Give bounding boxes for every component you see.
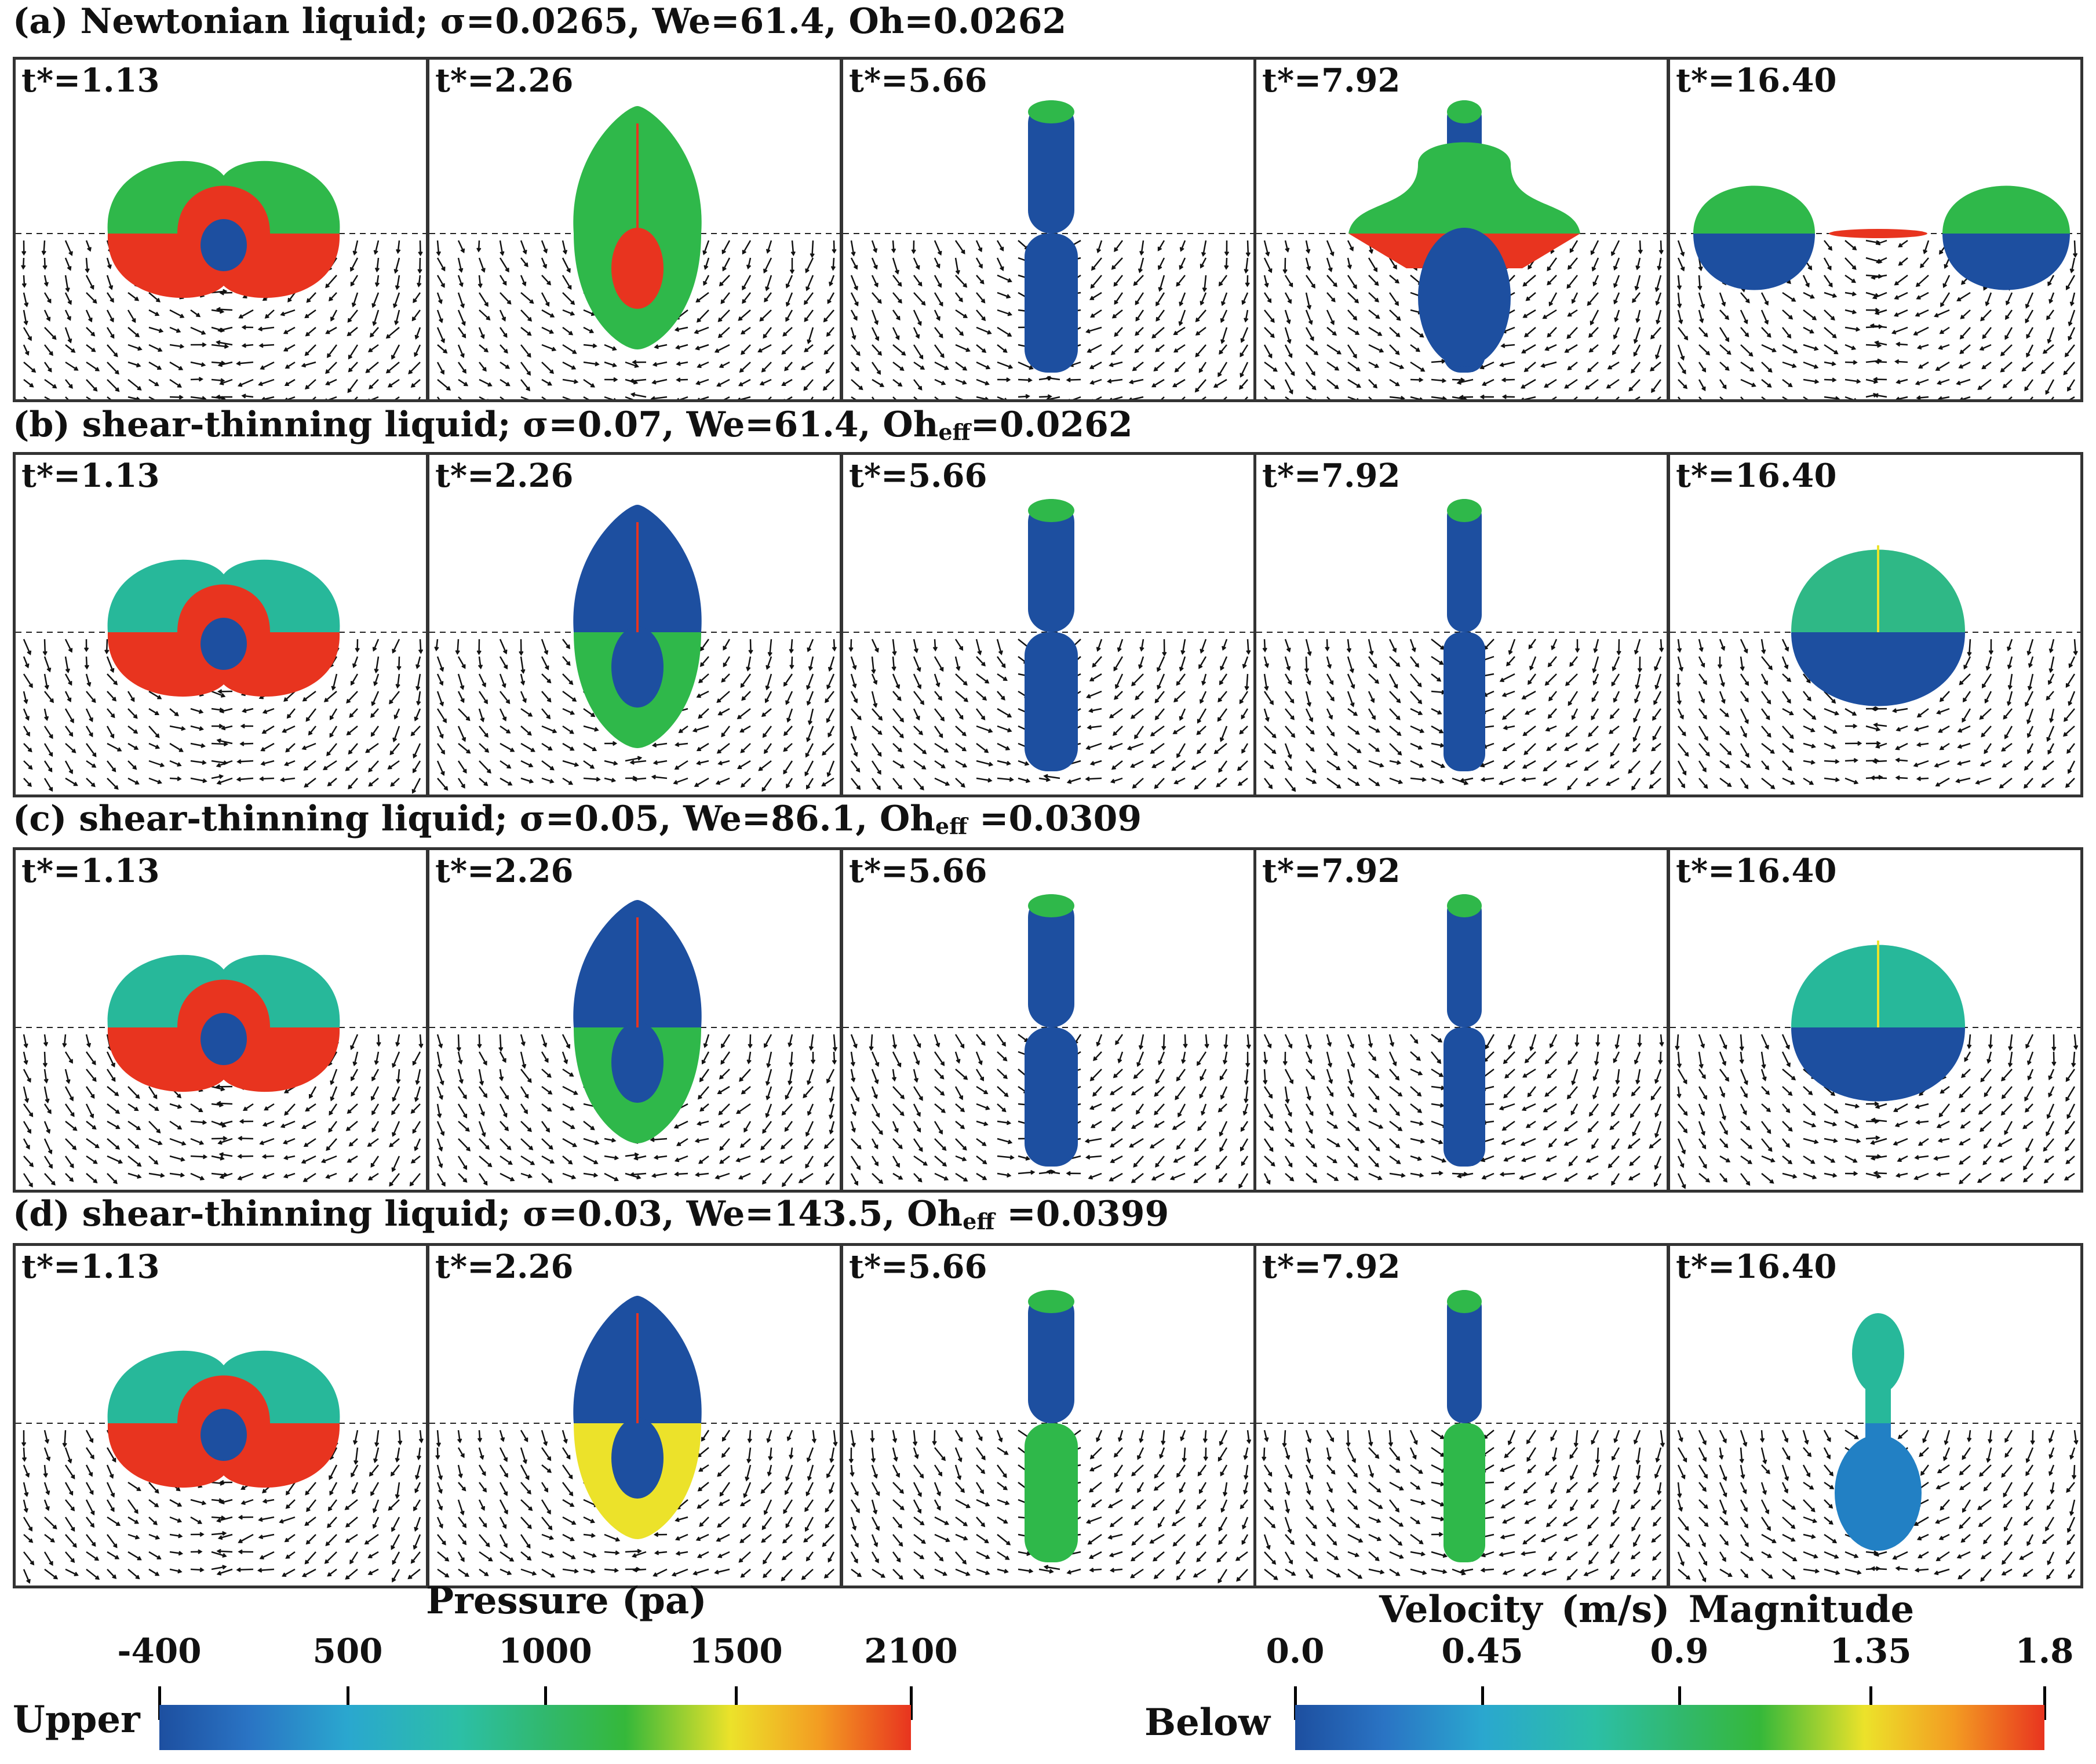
pressure-tick-label: 1500 (689, 1631, 783, 1671)
pressure-colorbar (159, 1705, 911, 1750)
droplet-velocity-field (16, 559, 426, 794)
droplet-velocity-field (16, 1350, 426, 1584)
velocity-tick-label: 0.45 (1441, 1631, 1523, 1671)
time-label: t*=2.26 (435, 61, 574, 100)
droplet-velocity-field (1256, 1290, 1667, 1581)
simulation-panel: t*=1.13 (13, 452, 429, 797)
velocity-colorbar-title: Velocity (m/s) Magnitude (1379, 1588, 1915, 1631)
velocity-tick-label: 1.8 (2015, 1631, 2074, 1671)
velocity-tick-label: 0.9 (1650, 1631, 1709, 1671)
time-label: t*=5.66 (849, 852, 987, 890)
simulation-panel: t*=7.92 (1253, 1243, 1669, 1588)
time-label: t*=7.92 (1262, 852, 1401, 890)
droplet-velocity-field (1670, 185, 2080, 399)
pressure-tick (158, 1686, 161, 1720)
pressure-tick-label: 2100 (864, 1631, 958, 1671)
time-label: t*=1.13 (21, 852, 160, 890)
pressure-tick (347, 1686, 349, 1720)
time-label: t*=16.40 (1676, 1248, 1837, 1286)
time-label: t*=7.92 (1262, 457, 1401, 495)
velocity-side-label: Below (1144, 1701, 1270, 1744)
simulation-panel: t*=16.40 (1667, 57, 2083, 402)
time-label: t*=16.40 (1676, 852, 1837, 890)
pressure-tick-label: 1000 (498, 1631, 592, 1671)
simulation-panel: t*=2.26 (427, 847, 843, 1193)
simulation-panel: t*=7.92 (1253, 847, 1669, 1193)
simulation-panel: t*=1.13 (13, 1243, 429, 1588)
velocity-tick-label: 0.0 (1266, 1631, 1325, 1671)
row-title-a: (a) Newtonian liquid; σ=0.0265, We=61.4,… (13, 1, 1067, 42)
droplet-velocity-field (1256, 499, 1667, 792)
simulation-panel: t*=16.40 (1667, 847, 2083, 1193)
droplet-velocity-field (843, 894, 1253, 1189)
time-label: t*=5.66 (849, 61, 987, 100)
time-label: t*=5.66 (849, 1248, 987, 1286)
droplet-velocity-field (429, 900, 840, 1187)
simulation-panel: t*=2.26 (427, 57, 843, 402)
row-title-d: (d) shear-thinning liquid; σ=0.03, We=14… (13, 1194, 1169, 1234)
pressure-tick (735, 1686, 738, 1720)
simulation-panel: t*=16.40 (1667, 1243, 2083, 1588)
velocity-tick (1481, 1686, 1484, 1720)
droplet-velocity-field (843, 100, 1253, 399)
droplet-velocity-field (16, 161, 426, 399)
velocity-tick (1678, 1686, 1681, 1720)
time-label: t*=1.13 (21, 61, 160, 100)
simulation-panel: t*=7.92 (1253, 57, 1669, 402)
time-label: t*=16.40 (1676, 457, 1837, 495)
time-label: t*=16.40 (1676, 61, 1837, 100)
pressure-tick (910, 1686, 913, 1720)
droplet-velocity-field (429, 1296, 840, 1581)
simulation-panel: t*=5.66 (840, 57, 1256, 402)
velocity-tick (1294, 1686, 1297, 1720)
velocity-tick-label: 1.35 (1829, 1631, 1912, 1671)
row-title-c: (c) shear-thinning liquid; σ=0.05, We=86… (13, 799, 1142, 839)
time-label: t*=2.26 (435, 457, 574, 495)
velocity-tick (2043, 1686, 2046, 1720)
row-title-b: (b) shear-thinning liquid; σ=0.07, We=61… (13, 404, 1133, 445)
time-label: t*=7.92 (1262, 61, 1401, 100)
droplet-velocity-field (429, 106, 840, 399)
simulation-panel: t*=16.40 (1667, 452, 2083, 797)
droplet-velocity-field (1670, 1313, 2080, 1583)
pressure-colorbar-title: Pressure (pa) (426, 1579, 707, 1623)
simulation-panel: t*=5.66 (840, 847, 1256, 1193)
droplet-velocity-field (843, 1290, 1253, 1584)
pressure-tick-label: -400 (117, 1631, 202, 1671)
droplet-velocity-field (429, 505, 840, 792)
time-label: t*=1.13 (21, 1248, 160, 1286)
simulation-panel: t*=5.66 (840, 1243, 1256, 1588)
pressure-side-label: Upper (13, 1698, 140, 1741)
droplet-velocity-field (1670, 545, 2080, 790)
time-label: t*=2.26 (435, 1248, 574, 1286)
droplet-velocity-field (16, 954, 426, 1188)
velocity-tick (1869, 1686, 1872, 1720)
time-label: t*=7.92 (1262, 1248, 1401, 1286)
velocity-colorbar (1295, 1705, 2044, 1750)
simulation-panel: t*=2.26 (427, 452, 843, 797)
simulation-panel: t*=7.92 (1253, 452, 1669, 797)
simulation-panel: t*=1.13 (13, 57, 429, 402)
droplet-velocity-field (1256, 894, 1667, 1187)
droplet-velocity-field (843, 499, 1253, 791)
simulation-panel: t*=5.66 (840, 452, 1256, 797)
time-label: t*=5.66 (849, 457, 987, 495)
pressure-tick (544, 1686, 547, 1720)
simulation-panel: t*=1.13 (13, 847, 429, 1193)
time-label: t*=2.26 (435, 852, 574, 890)
simulation-panel: t*=2.26 (427, 1243, 843, 1588)
time-label: t*=1.13 (21, 457, 160, 495)
pressure-tick-label: 500 (312, 1631, 383, 1671)
droplet-velocity-field (1670, 941, 2080, 1189)
droplet-velocity-field (1256, 100, 1667, 399)
